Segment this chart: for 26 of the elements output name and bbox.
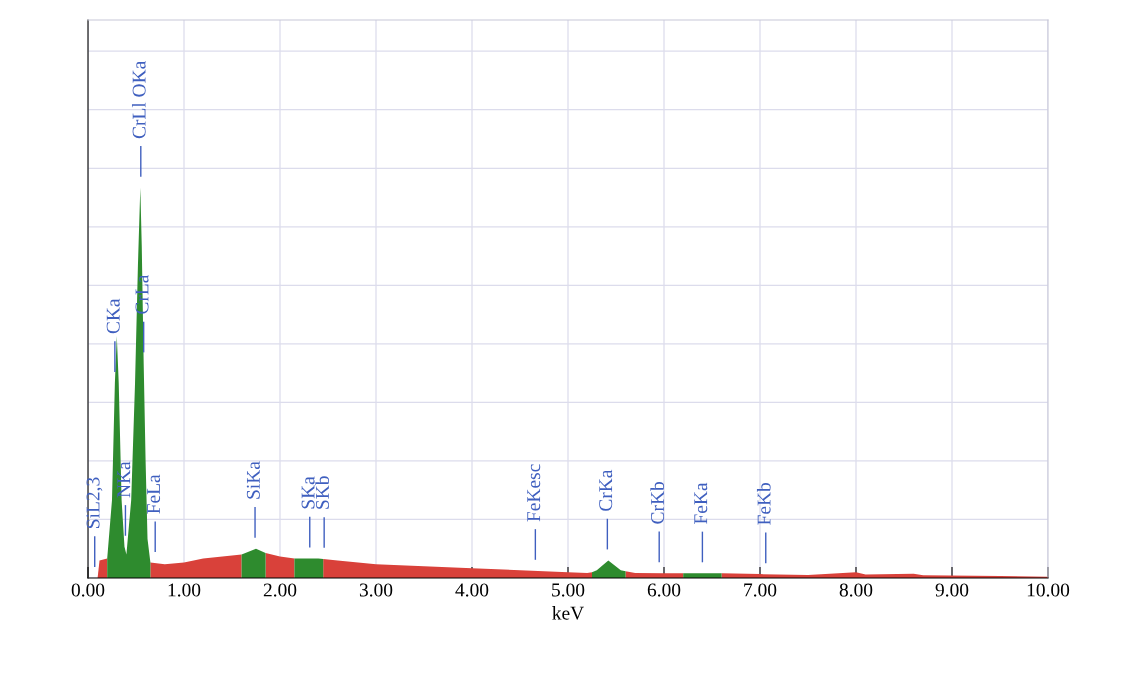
ref-line-label: SiL2,3 [86, 477, 103, 528]
ref-line-label: NKa [117, 461, 131, 498]
ref-line-label: FeKb [756, 482, 771, 525]
x-tick-label: 4.00 [455, 583, 489, 597]
x-tick-label: 0.00 [71, 583, 105, 597]
ref-line-label: CrLl OKa [131, 60, 146, 139]
x-axis-title: keV [552, 606, 584, 620]
x-tick-label: 2.00 [263, 583, 297, 597]
ref-line-label: CrKb [650, 482, 665, 524]
x-tick-label: 9.00 [935, 583, 969, 597]
ref-line-label: CKa [106, 298, 120, 334]
ref-line-label: CrKa [599, 469, 613, 511]
x-tick-label: 5.00 [552, 583, 585, 597]
ref-line-label: FeLa [147, 474, 161, 514]
x-tick-label: 6.00 [647, 583, 681, 597]
x-tick-label: 7.00 [744, 583, 777, 597]
x-tick-label: 10.00 [1027, 583, 1070, 597]
ref-line-label: SKa [301, 476, 315, 509]
x-tick-label: 1.00 [168, 583, 201, 597]
ref-line-label: FeKa [694, 482, 708, 524]
ref-line-label: SKb [315, 476, 330, 509]
ref-line-label: SiKa [246, 461, 260, 499]
ref-line-label: CrLa [135, 274, 149, 314]
x-tick-label: 3.00 [359, 583, 393, 597]
x-tick-label: 8.00 [839, 583, 873, 597]
ref-line-label: FeKesc [527, 464, 541, 522]
